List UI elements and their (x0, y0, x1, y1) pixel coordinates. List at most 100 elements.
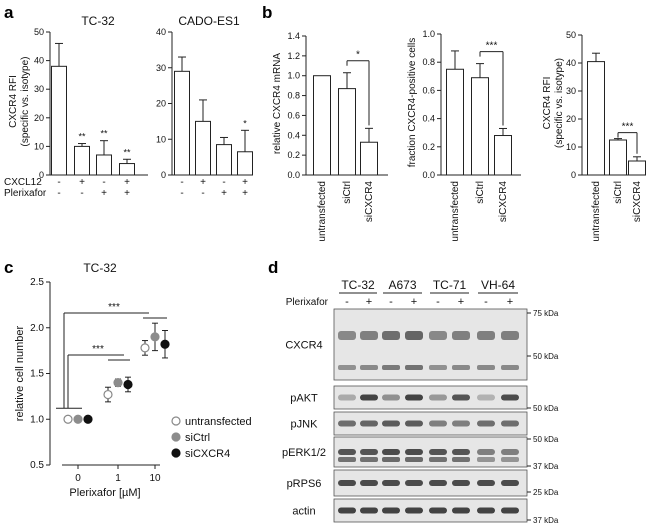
chart-title: TC-32 (81, 14, 115, 28)
blot-band (360, 507, 378, 514)
blot-band (382, 507, 400, 514)
cell-line-label: A673 (388, 278, 416, 292)
blot-band (405, 480, 423, 486)
treatment-sign: + (458, 296, 464, 308)
blot-band (501, 457, 519, 462)
condition-sign: + (124, 177, 130, 188)
condition-sign: - (102, 177, 105, 188)
blot-band (501, 331, 519, 340)
y-tick-label: 40 (156, 27, 166, 37)
cell-line-label: TC-32 (341, 278, 375, 292)
y-tick-label: 2.5 (30, 277, 44, 288)
condition-sign: + (101, 188, 107, 199)
data-point (113, 378, 123, 388)
y-axis-label: (specific vs. isotype) (554, 58, 565, 148)
panel-label-b: b (262, 3, 272, 22)
significance-label: ** (78, 132, 86, 142)
y-axis-label: CXCR4 RFI (8, 75, 19, 128)
y-tick-label: 0.4 (422, 114, 435, 124)
chart-title: CADO-ES1 (178, 14, 240, 28)
blot-band (477, 365, 495, 370)
blot-band (429, 449, 447, 455)
blot-band (338, 449, 356, 455)
panel-label-d: d (268, 258, 278, 277)
y-tick-label: 1.0 (422, 29, 435, 39)
blot-band (452, 420, 470, 427)
y-axis-label: relative cell number (14, 325, 26, 421)
chart-b-fraction-positive: 0.0 0.2 0.4 0.6 0.8 1.0 fraction CXCR4-positiv… (407, 29, 521, 242)
y-axis-label: CXCR4 RFI (542, 77, 553, 130)
category-label: siCtrl (342, 181, 353, 204)
data-point (123, 379, 133, 390)
bar (74, 145, 90, 176)
panel-label-a: a (4, 3, 14, 22)
blot-band (452, 449, 470, 455)
blot-band (338, 457, 356, 462)
bar (237, 151, 253, 176)
y-tick-label: 1.2 (287, 51, 300, 61)
blot-band (477, 480, 495, 486)
y-tick-label: 0.8 (287, 91, 300, 101)
blot-band (338, 331, 356, 340)
blot-band (360, 420, 378, 427)
x-tick-label: 0 (75, 473, 81, 484)
y-tick-label: 0.6 (422, 85, 435, 95)
y-tick-label: 10 (566, 142, 576, 152)
blot-band (360, 331, 378, 340)
blot-band (429, 457, 447, 462)
y-tick-label: 0.0 (287, 170, 300, 180)
data-point (83, 414, 93, 424)
blot-band (338, 420, 356, 427)
legend-label: siCXCR4 (185, 448, 230, 460)
condition-label: Plerixafor (4, 188, 47, 199)
y-tick-label: 1.5 (30, 369, 44, 380)
y-tick-label: 30 (566, 86, 576, 96)
blot-band (429, 420, 447, 427)
marker-label: 75 kDa (533, 309, 559, 318)
blot-band (360, 365, 378, 370)
condition-sign: + (242, 188, 248, 199)
blot-row-label: actin (292, 506, 315, 518)
bracket-label: *** (92, 344, 104, 355)
x-tick-label: 10 (149, 473, 161, 484)
blot-band (405, 449, 423, 455)
blot-band (405, 457, 423, 462)
y-tick-label: 10 (156, 134, 166, 144)
y-tick-label: 30 (156, 63, 166, 73)
blot-band (338, 507, 356, 514)
blot-band (477, 420, 495, 427)
y-tick-label: 0.2 (287, 150, 300, 160)
condition-sign: + (79, 177, 85, 188)
category-label: siCXCR4 (364, 181, 375, 223)
category-label: siCtrl (475, 181, 486, 204)
y-tick-label: 40 (566, 58, 576, 68)
condition-sign: - (180, 177, 183, 188)
bar (313, 75, 331, 176)
data-point (150, 332, 160, 342)
blot-band (501, 449, 519, 455)
bracket-label: *** (108, 302, 120, 313)
blot-band (382, 394, 400, 401)
condition-sign: + (200, 177, 206, 188)
blot-band (405, 507, 423, 514)
category-label: siCXCR4 (632, 181, 643, 223)
y-tick-label: 0 (571, 170, 576, 180)
significance-label: ** (123, 147, 131, 157)
bar (338, 88, 356, 176)
blot-band (452, 365, 470, 370)
category-label: untransfected (591, 181, 602, 242)
y-tick-label: 1.0 (287, 71, 300, 81)
blot-band (338, 394, 356, 401)
blot-band (360, 457, 378, 462)
blot-band (338, 365, 356, 370)
condition-sign: + (242, 177, 248, 188)
blot-band (338, 480, 356, 486)
marker-label: 50 kDa (533, 352, 559, 361)
blot-band (477, 507, 495, 514)
blot-band (382, 457, 400, 462)
blot-band (452, 507, 470, 514)
blot-band (429, 394, 447, 401)
condition-sign: + (124, 188, 130, 199)
